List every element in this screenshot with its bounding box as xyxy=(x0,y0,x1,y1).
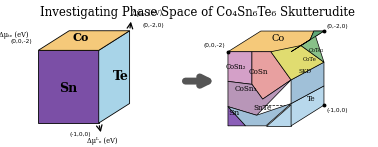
Text: Investigating Phase Space of Co₄Sn₆Te₆ Skutterudite: Investigating Phase Space of Co₄Sn₆Te₆ S… xyxy=(40,6,355,19)
Polygon shape xyxy=(301,31,324,62)
Polygon shape xyxy=(99,31,130,123)
Polygon shape xyxy=(252,52,291,99)
Polygon shape xyxy=(38,50,99,123)
Text: Te: Te xyxy=(113,70,129,83)
Polygon shape xyxy=(228,52,252,84)
Text: (0,0,-2): (0,0,-2) xyxy=(203,43,225,48)
Text: CoSn: CoSn xyxy=(248,68,268,76)
Text: Sn: Sn xyxy=(229,108,240,117)
Text: Co: Co xyxy=(271,34,284,43)
Text: (-1,0,0): (-1,0,0) xyxy=(327,108,348,113)
Text: SnTe: SnTe xyxy=(254,104,272,112)
Polygon shape xyxy=(228,80,291,115)
Polygon shape xyxy=(38,31,130,50)
Text: (0,0,-2): (0,0,-2) xyxy=(11,39,32,44)
Polygon shape xyxy=(271,46,324,80)
Text: Te: Te xyxy=(307,95,316,103)
Text: CoTe: CoTe xyxy=(302,57,316,62)
Text: Sn: Sn xyxy=(59,82,77,95)
Text: Δμₜₑ (eV): Δμₜₑ (eV) xyxy=(0,31,29,39)
Polygon shape xyxy=(228,31,324,52)
Polygon shape xyxy=(291,86,324,126)
Polygon shape xyxy=(228,104,291,126)
Text: CoSn₂: CoSn₂ xyxy=(226,63,246,71)
Text: SKD: SKD xyxy=(299,69,312,74)
Text: CoTe₂: CoTe₂ xyxy=(308,48,324,53)
Polygon shape xyxy=(291,31,324,52)
Text: Co: Co xyxy=(73,32,89,43)
Text: Δμᴸₒ (eV): Δμᴸₒ (eV) xyxy=(87,137,118,145)
Text: Δμₛₙ (eV): Δμₛₙ (eV) xyxy=(132,9,162,17)
Polygon shape xyxy=(266,104,291,126)
Text: CoSn₃: CoSn₃ xyxy=(234,85,257,93)
Text: (0,-2,0): (0,-2,0) xyxy=(143,23,164,28)
Text: (0,-2,0): (0,-2,0) xyxy=(327,24,349,29)
Polygon shape xyxy=(228,107,246,126)
Text: (-1,0,0): (-1,0,0) xyxy=(70,132,91,137)
Polygon shape xyxy=(291,62,324,104)
